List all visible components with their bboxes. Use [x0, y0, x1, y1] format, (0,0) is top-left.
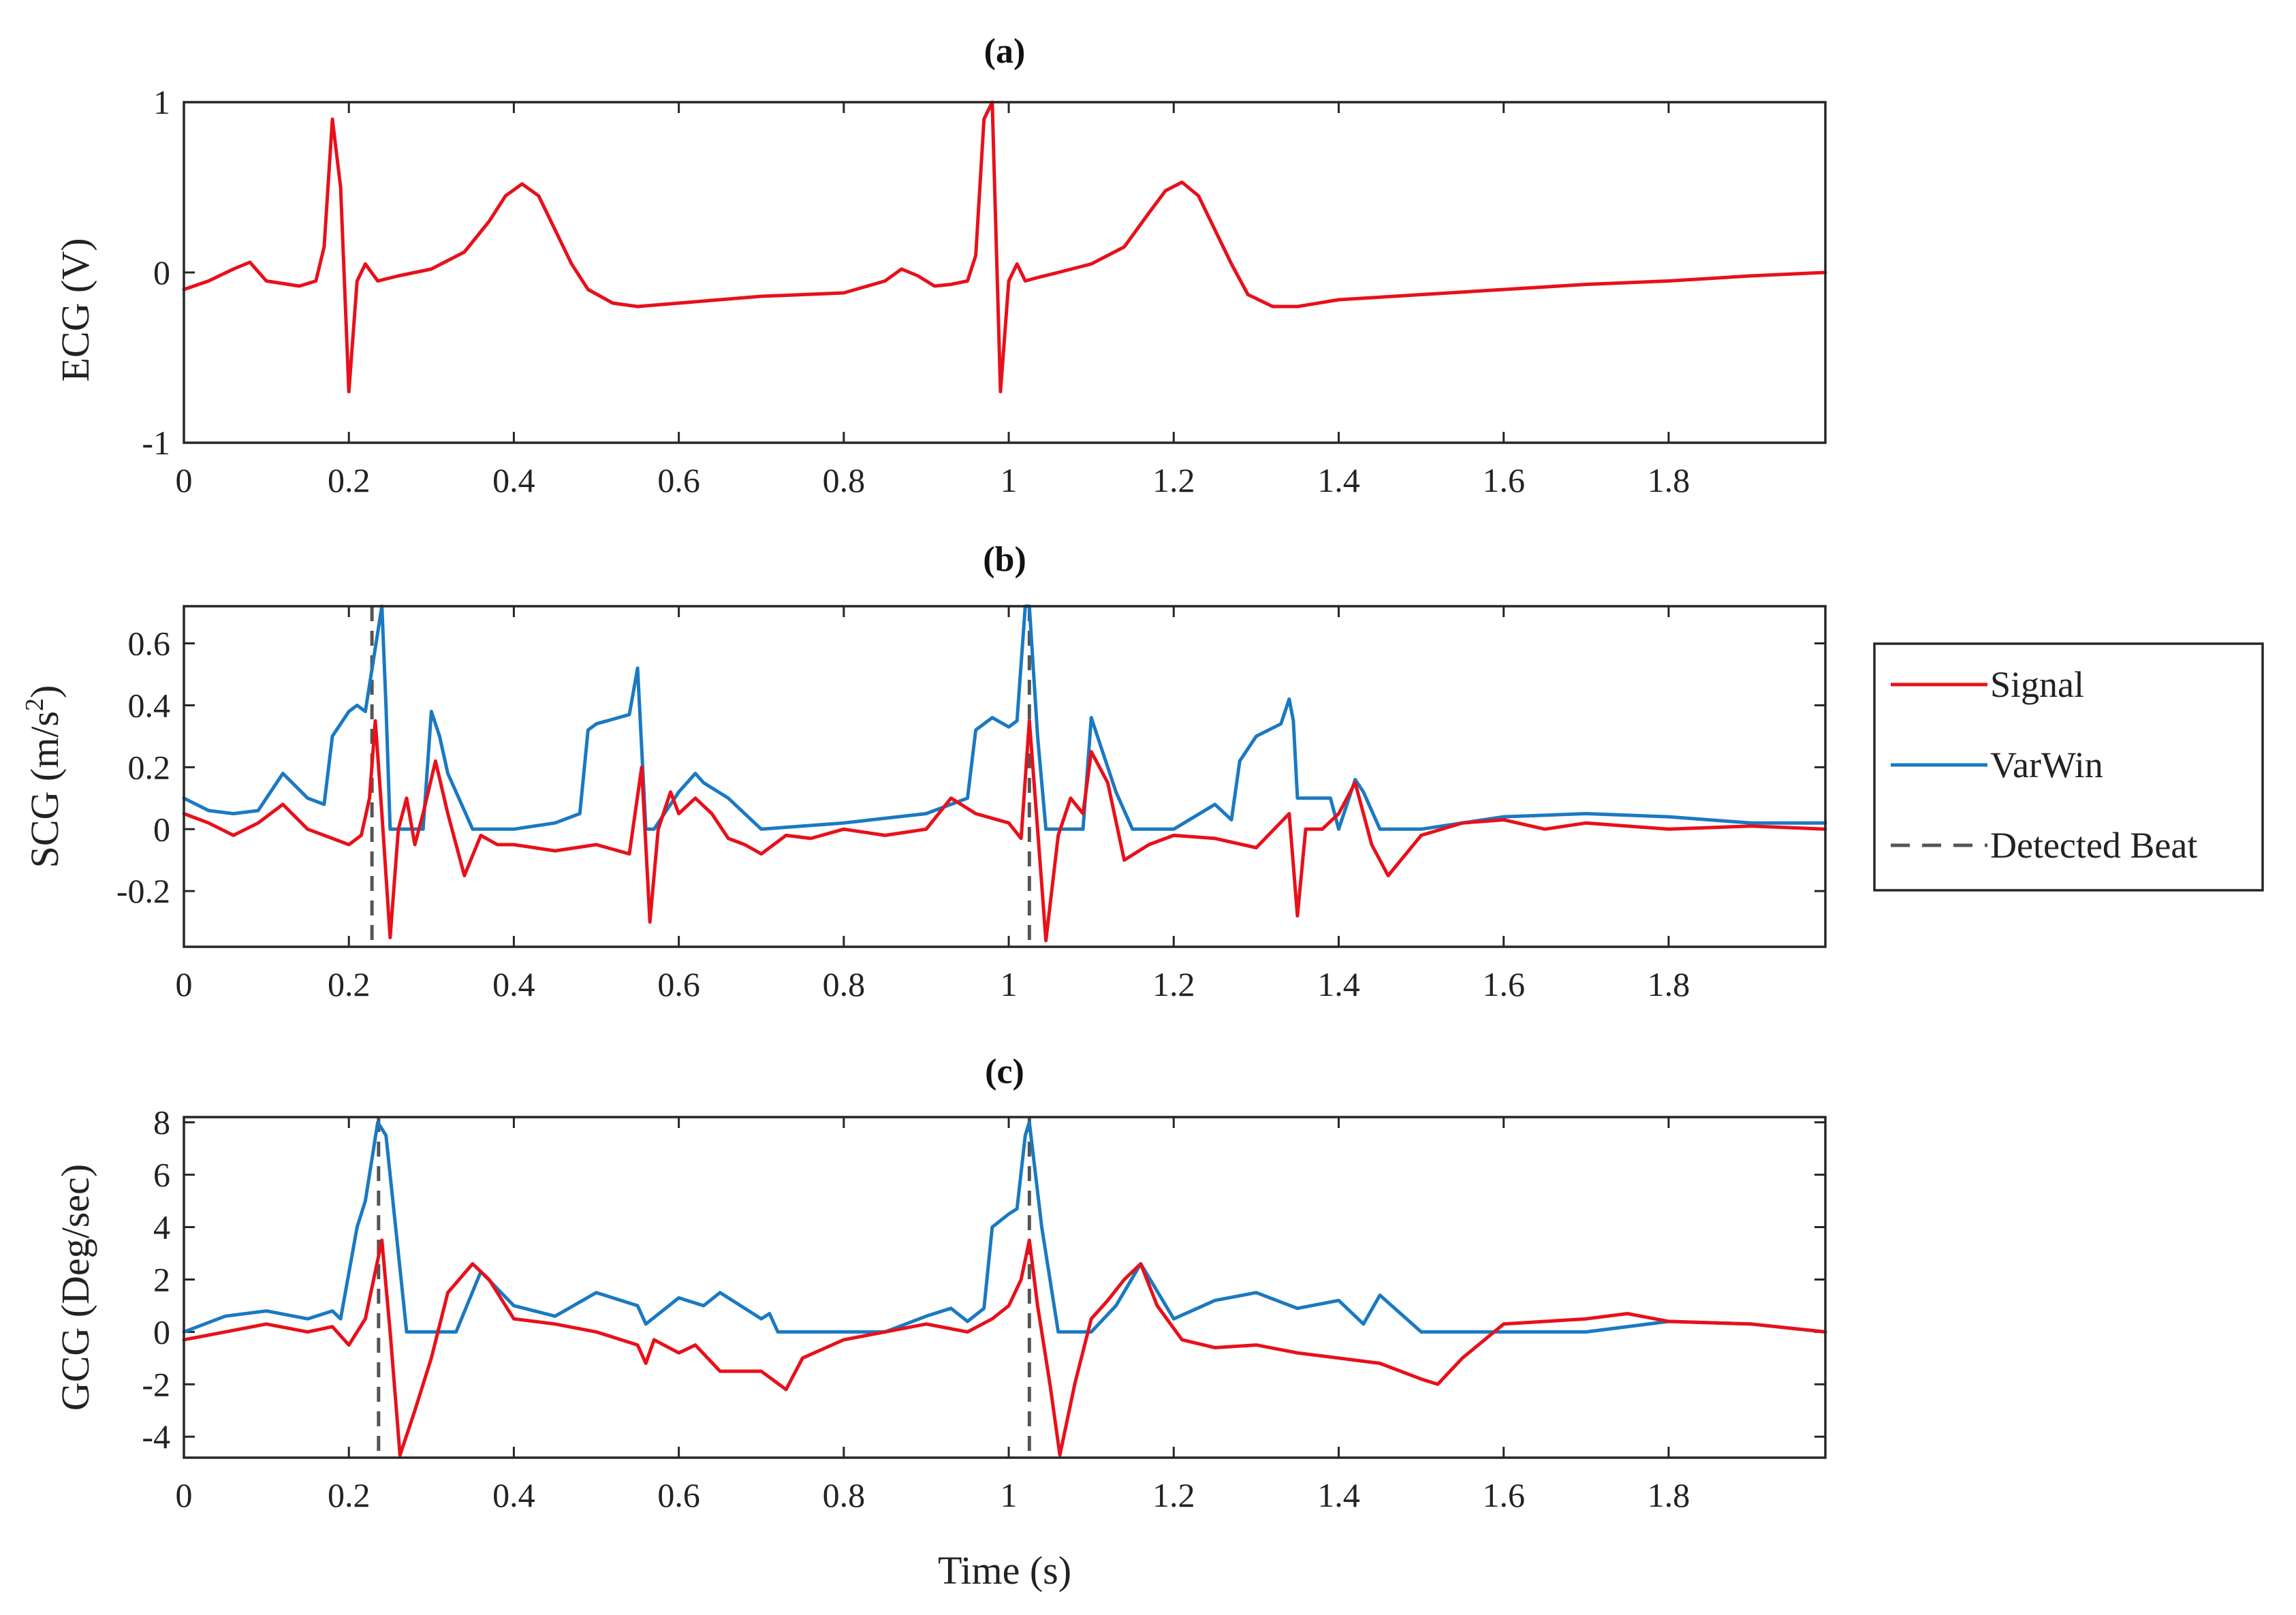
panel-b: (b) SCG (m/s2) 0 0.2 0.4 0.6 0.8 1 1.2 1.4 1.6 1.… [20, 540, 1827, 1003]
panel-a-ytick-labels: -1 0 1 [142, 83, 170, 462]
panel-a-xtick-label: 1.4 [1317, 461, 1360, 499]
panel-a-lines [182, 100, 1827, 394]
panel-b-lines [182, 604, 1827, 943]
panel-a-xtick-labels: 0 0.2 0.4 0.6 0.8 1 1.2 1.4 1.6 1.8 [176, 461, 1690, 499]
panel-b-xtick-label: 1.8 [1648, 965, 1690, 1003]
panel-a-xtick-label: 0 [176, 461, 193, 499]
panel-c-series-signal-line [182, 1238, 1827, 1457]
panel-b-xtick-label: 0.2 [328, 965, 371, 1003]
panel-c-xtick-label: 1 [1001, 1476, 1018, 1514]
panel-b-xtick-labels: 0 0.2 0.4 0.6 0.8 1 1.2 1.4 1.6 1.8 [176, 965, 1690, 1003]
panel-c-ylabel: GCG (Deg/sec) [53, 1164, 97, 1411]
panel-a-xtick-label: 0.4 [492, 461, 535, 499]
panel-b-xtick-label: 0.6 [657, 965, 700, 1003]
panel-a-series-ecg-line [182, 100, 1827, 394]
panel-c-xtick-label: 0.4 [492, 1476, 535, 1514]
panel-c-xlabel: Time (s) [938, 1548, 1071, 1593]
panel-c-xtick-label: 1.6 [1482, 1476, 1525, 1514]
panel-c-lines [182, 1120, 1827, 1457]
panel-c-ytick-label: 6 [153, 1156, 170, 1194]
panel-c-xtick-label: 0 [176, 1476, 193, 1514]
legend-label-signal: Signal [1990, 664, 2084, 705]
panel-b-ytick-label: 0 [153, 810, 170, 848]
panel-c-xtick-label: 0.2 [328, 1476, 371, 1514]
panel-b-ylabel: SCG (m/s2) [20, 685, 67, 868]
panel-b-xtick-label: 1.4 [1317, 965, 1360, 1003]
panel-c-xtick-label: 1.4 [1317, 1476, 1360, 1514]
panel-b-ytick-label: 0.6 [128, 625, 171, 663]
panel-b-xtick-label: 0.8 [823, 965, 866, 1003]
panel-b-ytick-label: -0.2 [116, 872, 170, 910]
panel-a-title: (a) [984, 32, 1026, 71]
panel-c-ytick-labels: -4 -2 0 2 4 6 8 [142, 1103, 170, 1456]
panel-c-xtick-label: 1.8 [1648, 1476, 1690, 1514]
panel-a-frame [183, 101, 1827, 444]
panel-b-frame [183, 605, 1827, 948]
legend-items: Signal VarWin Detected Beat [1891, 664, 2197, 866]
panel-a-xtick-label: 0.8 [823, 461, 866, 499]
panel-b-ylabel-text: SCG (m/s [22, 711, 67, 868]
panel-c-xtick-labels: 0 0.2 0.4 0.6 0.8 1 1.2 1.4 1.6 1.8 [176, 1476, 1690, 1514]
panel-c-ytick-label: 0 [153, 1313, 170, 1351]
panel-a-ytick-label: -1 [142, 424, 170, 462]
panel-c-series-varwin-line [182, 1120, 1827, 1334]
panel-b-xtick-label: 0 [176, 965, 193, 1003]
panel-a-xtick-label: 1 [1001, 461, 1018, 499]
panel-a-ytick-label: 0 [153, 253, 170, 292]
panel-b-title: (b) [983, 540, 1026, 579]
panel-b-xtick-label: 1.2 [1152, 965, 1195, 1003]
panel-c-xtick-label: 0.6 [657, 1476, 700, 1514]
panel-c-ytick-label: 4 [153, 1208, 170, 1246]
panel-b-ytick-labels: -0.2 0 0.2 0.4 0.6 [116, 625, 170, 911]
panel-a-xtick-label: 1.6 [1482, 461, 1525, 499]
panel-c-xtick-label: 1.2 [1152, 1476, 1195, 1514]
panel-c-frame [183, 1116, 1827, 1459]
panel-c-ytick-label: -4 [142, 1417, 170, 1456]
panel-b-ytick-label: 0.4 [128, 686, 171, 724]
panel-a-ylabel: ECG (V) [53, 238, 97, 381]
panel-b-xtick-label: 1.6 [1482, 965, 1525, 1003]
panel-b-ytick-label: 0.2 [128, 748, 171, 786]
legend-label-detected-beat: Detected Beat [1990, 825, 2197, 866]
panel-a-xtick-label: 0.2 [328, 461, 371, 499]
panel-b-xtick-label: 0.4 [492, 965, 535, 1003]
panel-b-xtick-label: 1 [1001, 965, 1018, 1003]
panel-c-title: (c) [985, 1052, 1024, 1091]
panel-b-ylabel-superscript: 2 [20, 698, 49, 711]
panel-c-ytick-label: -2 [142, 1365, 170, 1403]
panel-a: (a) ECG (V) 0 0.2 0.4 0.6 0.8 1 1.2 1.4 1.6 1.8 -… [53, 32, 1827, 499]
panel-a-xtick-label: 0.6 [657, 461, 700, 499]
panel-a-xtick-label: 1.2 [1152, 461, 1195, 499]
legend-label-varwin: VarWin [1990, 744, 2103, 785]
panel-c-ytick-label: 2 [153, 1260, 170, 1298]
panel-c-detected-beats [377, 1117, 1031, 1458]
legend: Signal VarWin Detected Beat [1873, 642, 2264, 892]
panel-b-ylabel-close: ) [22, 685, 67, 698]
panel-b-series-varwin-line [182, 604, 1827, 831]
panel-a-xtick-label: 1.8 [1648, 461, 1690, 499]
panel-c-xtick-label: 0.8 [823, 1476, 866, 1514]
panel-a-ytick-label: 1 [153, 83, 170, 121]
panel-c-ytick-label: 8 [153, 1103, 170, 1142]
panel-b-series-signal-line [182, 719, 1827, 943]
panel-c: (c) GCG (Deg/sec) Time (s) 0 0.2 0.4 0.6 0.8… [53, 1052, 1827, 1593]
